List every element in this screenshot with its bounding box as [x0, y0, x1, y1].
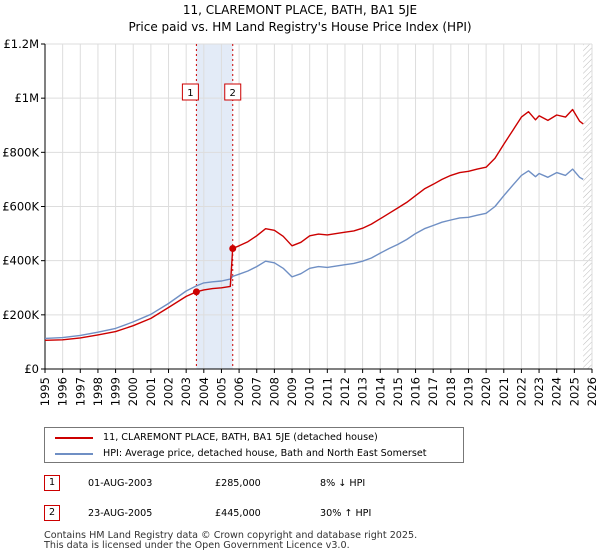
x-tick-label: 2006	[232, 377, 246, 406]
transaction-number-badge: 1	[44, 475, 60, 491]
x-tick-label: 1996	[56, 377, 70, 406]
transaction-number-badge: 2	[44, 505, 60, 521]
transaction-2-label-box: 2	[224, 83, 242, 101]
price-chart: 11, CLAREMONT PLACE, BATH, BA1 5JE Price…	[2, 3, 599, 406]
y-tick-label: £0	[24, 362, 39, 376]
legend-swatch-property	[55, 437, 93, 439]
x-tick-label: 2000	[126, 377, 140, 406]
x-tick-label: 2014	[373, 377, 387, 406]
y-tick-label: £600K	[2, 200, 39, 214]
x-tick-label: 1997	[73, 377, 87, 406]
transaction-hpi-diff: 8% ↓ HPI	[320, 478, 366, 489]
transaction-date: 01-AUG-2003	[88, 478, 153, 489]
transaction-2-point	[229, 244, 237, 252]
x-tick-label: 2003	[179, 377, 193, 406]
footer-line-copyright: Contains HM Land Registry data © Crown c…	[44, 530, 418, 541]
y-tick-label: £200K	[2, 308, 39, 322]
x-tick-label: 2015	[391, 377, 405, 406]
x-tick-label: 2025	[567, 377, 581, 406]
x-tick-label: 2001	[144, 377, 158, 406]
x-tick-label: 2011	[320, 377, 334, 406]
x-tick-label: 2020	[479, 377, 493, 406]
x-tick-label: 2022	[514, 377, 528, 406]
x-tick-label: 2004	[197, 377, 211, 406]
y-tick-label: £800K	[2, 145, 39, 159]
x-tick-label: 2023	[532, 377, 546, 406]
x-tick-label: 2002	[162, 377, 176, 406]
transaction-1-label-box: 1	[181, 83, 199, 101]
legend-label-hpi: HPI: Average price, detached house, Bath…	[103, 448, 427, 459]
transaction-date: 23-AUG-2005	[88, 508, 153, 519]
hpi-line	[44, 168, 584, 340]
transaction-hpi-diff: 30% ↑ HPI	[320, 508, 372, 519]
transaction-label-box	[224, 83, 242, 101]
footer-line-licence: This data is licensed under the Open Gov…	[44, 540, 350, 551]
x-tick-label: 2007	[250, 377, 264, 406]
transaction-label-number: 2	[230, 88, 236, 99]
legend-label-property: 11, CLAREMONT PLACE, BATH, BA1 5JE (deta…	[103, 432, 378, 443]
x-tick-label: 2010	[303, 377, 317, 406]
transaction-label-number: 1	[187, 88, 193, 99]
x-tick-label: 2018	[444, 377, 458, 406]
transaction-1-point	[192, 288, 200, 296]
x-tick-label: 2019	[461, 377, 475, 406]
footer-attribution: Contains HM Land Registry data © Crown c…	[44, 531, 417, 551]
x-tick-label: 1999	[109, 377, 123, 406]
x-tick-label: 2009	[285, 377, 299, 406]
x-tick-label: 2024	[550, 377, 564, 406]
x-tick-label: 2026	[585, 377, 599, 406]
transaction-price: £445,000	[215, 508, 261, 519]
x-tick-label: 2005	[214, 377, 228, 406]
x-tick-label: 2016	[409, 377, 423, 406]
x-tick-label: 1995	[38, 377, 52, 406]
x-tick-label: 2017	[426, 377, 440, 406]
x-tick-label: 2021	[497, 377, 511, 406]
x-tick-label: 2013	[356, 377, 370, 406]
x-tick-label: 2012	[338, 377, 352, 406]
y-tick-label: £1.2M	[3, 37, 39, 51]
transaction-label-box	[181, 83, 199, 101]
chart-subtitle: Price paid vs. HM Land Registry's House …	[128, 20, 471, 34]
legend: 11, CLAREMONT PLACE, BATH, BA1 5JE (deta…	[44, 427, 464, 463]
chart-title: 11, CLAREMONT PLACE, BATH, BA1 5JE	[183, 3, 417, 17]
y-tick-label: £1M	[14, 91, 39, 105]
y-tick-label: £400K	[2, 254, 39, 268]
transaction-price: £285,000	[215, 478, 261, 489]
x-tick-label: 2008	[267, 377, 281, 406]
x-tick-label: 1998	[91, 377, 105, 406]
legend-swatch-hpi	[55, 453, 93, 455]
